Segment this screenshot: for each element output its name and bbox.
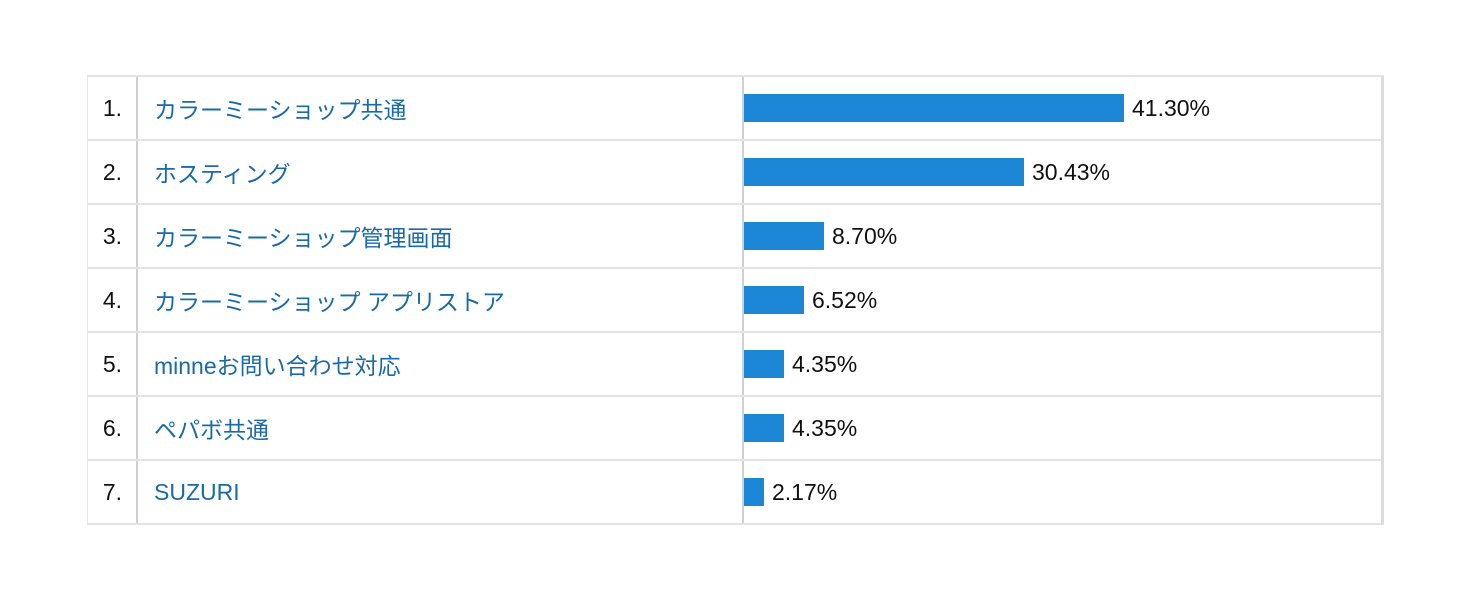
percentage: 8.70% bbox=[832, 222, 898, 249]
percentage: 2.17% bbox=[772, 478, 838, 505]
table-row: 7. SUZURI 2.17% bbox=[88, 461, 1381, 525]
percentage: 30.43% bbox=[1032, 158, 1111, 185]
bar-cell: 4.35% bbox=[744, 333, 1381, 395]
row-label-link[interactable]: ホスティング bbox=[138, 141, 744, 203]
row-label-link[interactable]: SUZURI bbox=[138, 461, 744, 523]
percentage: 4.35% bbox=[792, 414, 858, 441]
bar-cell: 2.17% bbox=[744, 461, 1381, 523]
table-row: 1. カラーミーショップ共通 41.30% bbox=[88, 77, 1381, 141]
table-row: 6. ペパボ共通 4.35% bbox=[88, 397, 1381, 461]
rank: 4. bbox=[88, 269, 138, 331]
table-row: 5. minneお問い合わせ対応 4.35% bbox=[88, 333, 1381, 397]
rank: 7. bbox=[88, 461, 138, 523]
rank: 6. bbox=[88, 397, 138, 459]
bar bbox=[744, 350, 784, 378]
percentage: 6.52% bbox=[812, 286, 878, 313]
ranking-table: 1. カラーミーショップ共通 41.30% 2. ホスティング 30.43% 3… bbox=[87, 75, 1384, 525]
rank: 3. bbox=[88, 205, 138, 267]
row-label-link[interactable]: カラーミーショップ共通 bbox=[138, 77, 744, 139]
bar bbox=[744, 158, 1024, 186]
bar-cell: 41.30% bbox=[744, 77, 1381, 139]
row-label-link[interactable]: カラーミーショップ管理画面 bbox=[138, 205, 744, 267]
rank: 1. bbox=[88, 77, 138, 139]
rank: 5. bbox=[88, 333, 138, 395]
bar-cell: 8.70% bbox=[744, 205, 1381, 267]
table-row: 2. ホスティング 30.43% bbox=[88, 141, 1381, 205]
row-label-link[interactable]: minneお問い合わせ対応 bbox=[138, 333, 744, 395]
percentage: 41.30% bbox=[1132, 94, 1211, 121]
bar-cell: 4.35% bbox=[744, 397, 1381, 459]
bar bbox=[744, 286, 804, 314]
bar-cell: 30.43% bbox=[744, 141, 1381, 203]
rank: 2. bbox=[88, 141, 138, 203]
bar-cell: 6.52% bbox=[744, 269, 1381, 331]
table-row: 4. カラーミーショップ アプリストア 6.52% bbox=[88, 269, 1381, 333]
row-label-link[interactable]: ペパボ共通 bbox=[138, 397, 744, 459]
percentage: 4.35% bbox=[792, 350, 858, 377]
bar bbox=[744, 478, 764, 506]
row-label-link[interactable]: カラーミーショップ アプリストア bbox=[138, 269, 744, 331]
bar bbox=[744, 414, 784, 442]
table-row: 3. カラーミーショップ管理画面 8.70% bbox=[88, 205, 1381, 269]
bar bbox=[744, 222, 824, 250]
bar bbox=[744, 94, 1124, 122]
